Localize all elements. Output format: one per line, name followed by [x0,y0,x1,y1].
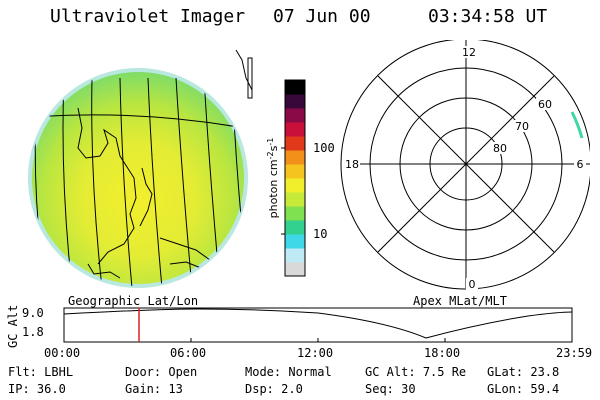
instrument-title: Ultraviolet Imager [50,6,246,27]
xtick-1200: 12:00 [297,346,334,360]
colorbar-band [285,248,305,263]
colorbar-band [285,220,305,235]
coastlines [77,107,231,279]
colorbar-tick-label-10: 10 [313,227,328,241]
xtick-1800: 18:00 [424,346,461,360]
polar-plot: 12 18 6 0 60 70 80 [340,40,590,290]
colorbar-frame [284,79,306,277]
mlt-label-0: 0 [469,278,476,290]
xtick-2359: 23:59 [556,346,593,360]
mlt-label-6: 6 [577,158,584,171]
colorbar-band [285,262,305,277]
altitude-curve [63,308,573,339]
status-gain: Gain: 13 [125,382,183,396]
status-seq: Seq: 30 [365,382,416,396]
status-glon: GLon: 59.4 [487,382,560,396]
outside-coastline [235,49,253,91]
status-ip: IP: 36.0 [8,382,66,396]
status-flt: Flt: LBHL [8,365,74,379]
colorbar-band [285,80,305,95]
colorbar-band [285,108,305,123]
status-dsp: Dsp: 2.0 [245,382,303,396]
status-glat: GLat: 23.8 [487,365,560,379]
xtick-0600: 06:00 [170,346,207,360]
lat-label-80: 80 [493,142,507,155]
time-label: 03:34:58 UT [428,6,548,27]
status-door: Door: Open [125,365,198,379]
mlt-label-12: 12 [462,46,476,59]
colorbar-band [285,122,305,137]
xtick-0000: 00:00 [44,346,81,360]
colorbar-band [285,206,305,221]
outside-island [247,57,253,99]
colorbar-band [285,94,305,109]
status-gc-alt: GC Alt: 7.5 Re [365,365,467,379]
apex-label: Apex MLat/MLT [413,294,507,308]
colorbar-band [285,150,305,165]
ytick-1-8: 1.8 [22,325,44,339]
lat-label-60: 60 [538,98,552,111]
gc-alt-ylabel: GC Alt [6,304,20,348]
colorbar-band [285,192,305,207]
colorbar: photon cm-2s-1 [266,79,306,277]
colorbar-band [285,164,305,179]
geographic-label: Geographic Lat/Lon [68,294,199,308]
altitude-plot [63,307,573,343]
status-mode: Mode: Normal [245,365,332,379]
ytick-9: 9.0 [22,306,44,320]
gc-alt-ylabel-wrap: GC Alt [4,304,20,348]
colorbar-band [285,234,305,249]
colorbar-band [285,136,305,151]
lat-label-70: 70 [515,120,529,133]
colorbar-band [285,178,305,193]
earth-disk-image [28,49,253,288]
disk-fill [32,72,244,284]
polar-diagonal-2 [377,75,555,253]
colorbar-label: photon cm-2s-1 [266,138,280,219]
mlt-label-18: 18 [345,158,359,171]
colorbar-tick-label-100: 100 [313,141,335,155]
date-label: 07 Jun 00 [273,6,371,27]
polar-edge-data [570,111,584,139]
